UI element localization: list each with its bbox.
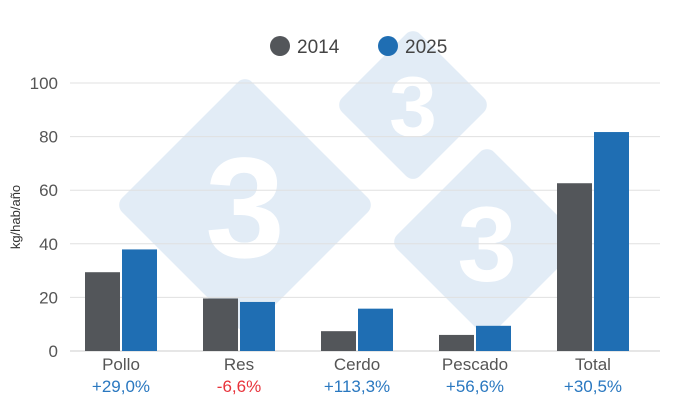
category-label: Total — [575, 355, 611, 374]
bar-2025-cerdo — [358, 308, 393, 351]
bar-2025-res — [240, 301, 275, 351]
bar-2014-res — [203, 298, 238, 351]
bar-2025-total — [594, 132, 629, 351]
change-label: +113,3% — [324, 377, 390, 396]
watermark-diamond — [339, 31, 487, 179]
bar-2014-total — [557, 183, 592, 351]
watermark-digit: 3 — [205, 129, 285, 288]
legend-marker — [270, 36, 290, 56]
change-label: +30,5% — [564, 377, 622, 396]
y-tick-label: 60 — [39, 181, 58, 200]
bar-2014-pescado — [439, 334, 474, 351]
y-axis-label: kg/hab/año — [8, 185, 23, 249]
category-label: Pollo — [102, 355, 140, 374]
y-tick-label: 20 — [39, 288, 58, 307]
bar-2014-cerdo — [321, 331, 356, 351]
y-tick-label: 100 — [30, 74, 58, 93]
y-tick-label: 40 — [39, 235, 58, 254]
category-label: Res — [224, 355, 254, 374]
bar-2014-pollo — [85, 272, 120, 351]
bar-2025-pescado — [476, 325, 511, 351]
bar-2025-pollo — [122, 249, 157, 351]
watermark-digit: 3 — [389, 59, 437, 155]
watermark-diamond — [119, 79, 371, 331]
category-label: Cerdo — [334, 355, 380, 374]
change-label: +29,0% — [92, 377, 150, 396]
y-tick-label: 0 — [49, 342, 58, 361]
change-label: +56,6% — [446, 377, 504, 396]
change-label: -6,6% — [217, 377, 261, 396]
category-label: Pescado — [442, 355, 508, 374]
legend-label: 2025 — [405, 37, 447, 58]
watermark-diamond — [394, 149, 580, 335]
y-tick-label: 80 — [39, 128, 58, 147]
legend-marker — [378, 36, 398, 56]
legend-label: 2014 — [297, 37, 340, 58]
